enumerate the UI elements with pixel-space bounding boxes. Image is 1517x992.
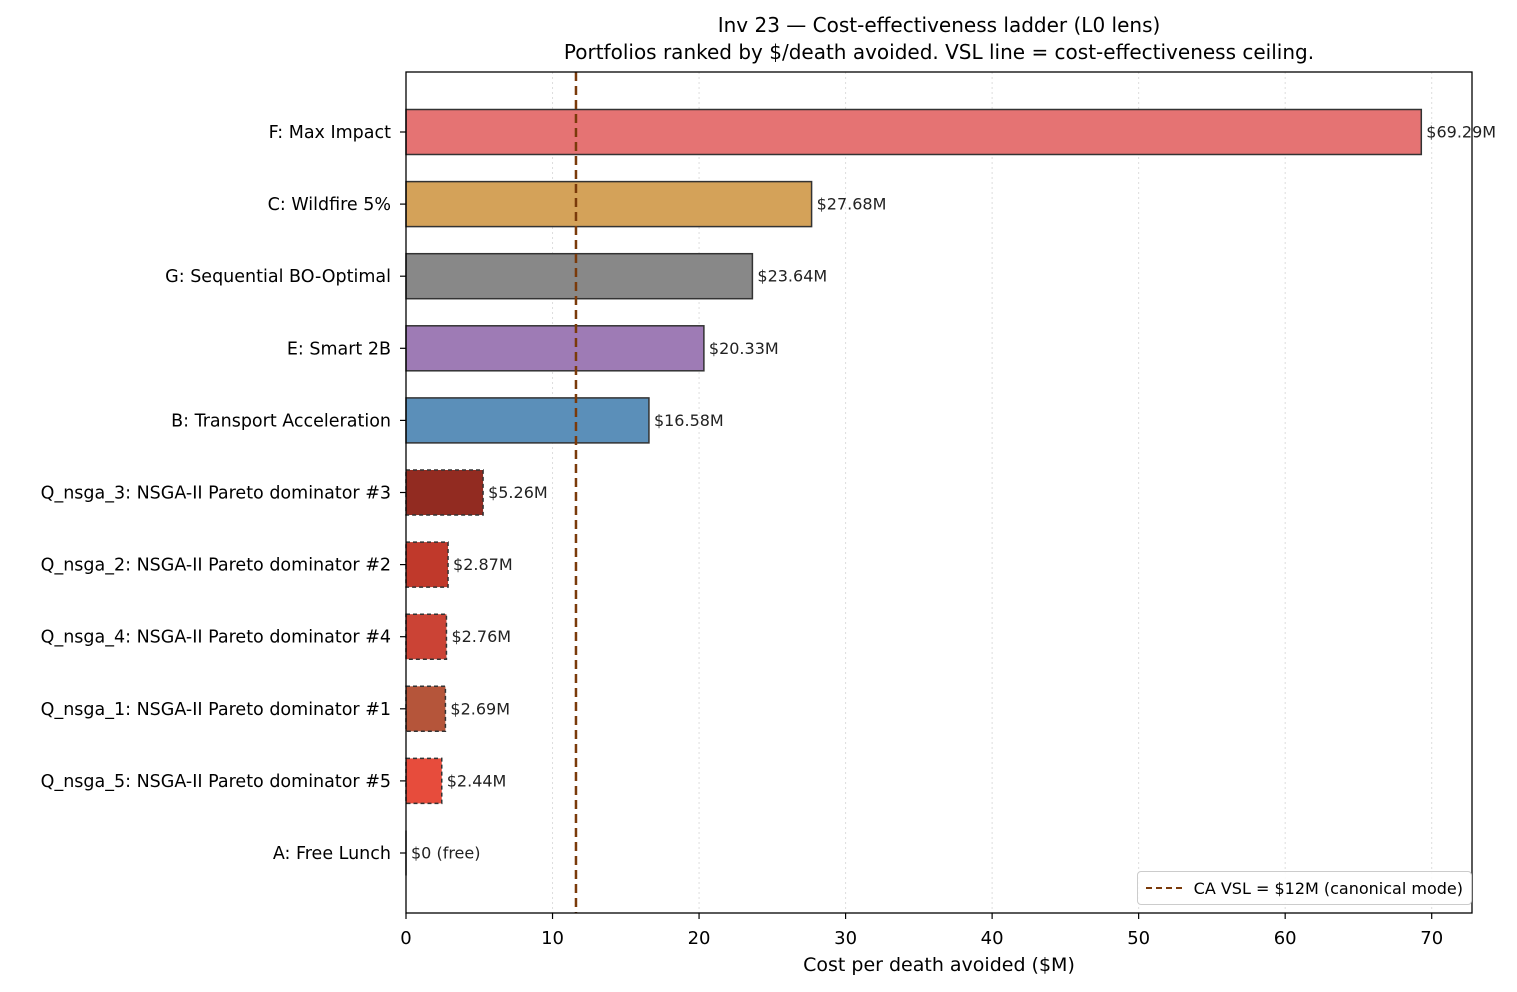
bar	[405, 252, 754, 300]
y-tick-label: Q_nsga_4: NSGA-II Pareto dominator #4	[41, 628, 391, 648]
data-label: $2.76M	[451, 627, 511, 646]
bar	[405, 325, 705, 372]
chart-subtitle: Portfolios ranked by $/death avoided. VS…	[563, 40, 1315, 64]
bars	[405, 108, 1423, 876]
y-tick-label: Q_nsga_3: NSGA-II Pareto dominator #3	[41, 484, 391, 504]
x-tick-label: 40	[981, 928, 1004, 949]
x-tick-label: 20	[688, 928, 711, 949]
legend-dashed-line-swatch	[1145, 887, 1182, 889]
data-label: $23.64M	[757, 267, 827, 286]
data-label: $27.68M	[817, 195, 887, 214]
bar	[405, 541, 449, 588]
data-label: $5.26M	[488, 483, 548, 502]
y-tick-label: E: Smart 2B	[287, 339, 391, 359]
chart-title: Inv 23 — Cost-effectiveness ladder (L0 l…	[717, 13, 1161, 37]
bar	[405, 180, 813, 228]
y-tick-label: B: Transport Acceleration	[171, 411, 391, 431]
x-tick-label: 50	[1127, 928, 1150, 949]
x-tick-label: 0	[400, 928, 411, 949]
bar	[405, 108, 1423, 156]
x-tick-label: 10	[541, 928, 564, 949]
data-label: $16.58M	[654, 411, 724, 430]
data-label: $69.29M	[1426, 123, 1496, 142]
bar	[405, 469, 484, 516]
data-label: $2.44M	[447, 771, 507, 790]
legend: CA VSL = $12M (canonical mode)	[1136, 871, 1472, 905]
y-tick-label: Q_nsga_1: NSGA-II Pareto dominator #1	[41, 700, 391, 720]
bar	[405, 685, 447, 733]
data-label: $2.69M	[450, 699, 510, 718]
legend-label: CA VSL = $12M (canonical mode)	[1193, 878, 1463, 898]
bar	[405, 397, 650, 444]
data-label: $20.33M	[709, 339, 779, 358]
bar	[405, 757, 443, 805]
x-tick-label: 30	[834, 928, 857, 949]
data-label: $0 (free)	[411, 844, 480, 863]
y-tick-label: Q_nsga_2: NSGA-II Pareto dominator #2	[41, 556, 391, 576]
x-axis-label: Cost per death avoided ($M)	[803, 954, 1075, 976]
y-tick-label: G: Sequential BO-Optimal	[165, 267, 391, 287]
data-label: $2.87M	[453, 555, 513, 574]
axes: F: Max Impact C: Wildfire 5% G: Sequential…	[41, 71, 1473, 949]
plot-frame	[405, 71, 1473, 914]
y-tick-label: Q_nsga_5: NSGA-II Pareto dominator #5	[41, 772, 391, 792]
y-tick-label: F: Max Impact	[269, 123, 392, 143]
data-labels: $69.29M $27.68M $23.64M $20.33M $16.58M $5.26…	[411, 123, 1496, 863]
y-tick-label: A: Free Lunch	[273, 844, 391, 864]
x-tick-label: 70	[1420, 928, 1443, 949]
y-tick-label: C: Wildfire 5%	[268, 195, 391, 215]
x-tick-label: 60	[1274, 928, 1297, 949]
bar	[405, 613, 448, 660]
